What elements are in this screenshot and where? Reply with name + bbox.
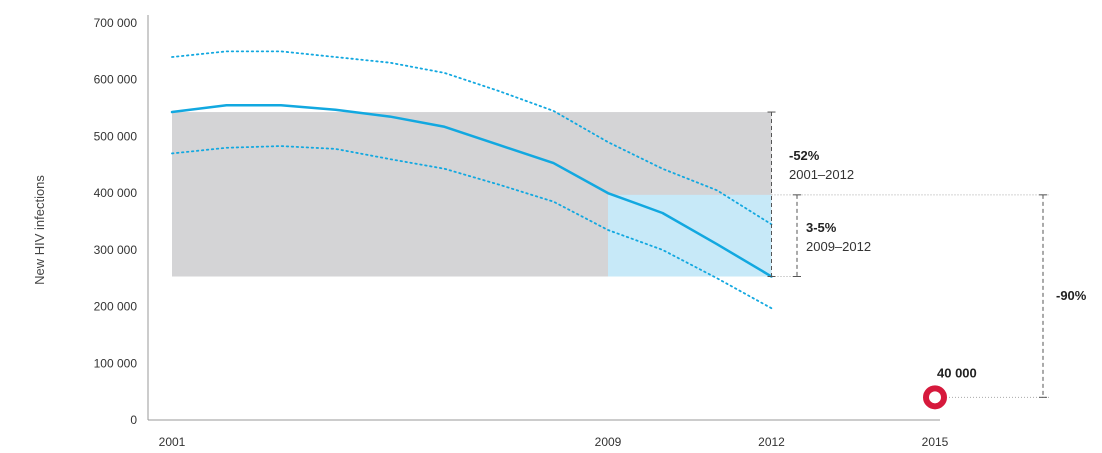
shaded-region-1 <box>608 194 772 277</box>
annotation-percent: -90% <box>1056 288 1087 303</box>
y-axis-label: New HIV infections <box>32 175 47 285</box>
axes <box>147 15 940 421</box>
annotations: -52% 2001–2012 3-5% 2009–2012 -90% <box>767 111 1087 398</box>
y-tick-label: 400 000 <box>94 186 138 200</box>
x-tick-label: 2015 <box>922 435 949 449</box>
target-2015-marker <box>923 385 947 410</box>
x-tick-label: 2001 <box>159 435 186 449</box>
y-tick-label: 0 <box>130 413 137 427</box>
y-tick-label: 300 000 <box>94 243 138 257</box>
target-marker: 40 000 <box>923 365 977 410</box>
series-bound-line-1 <box>171 50 773 226</box>
y-tick-label: 200 000 <box>94 300 138 314</box>
series-lines <box>170 50 773 310</box>
x-tick-label: 2012 <box>758 435 785 449</box>
y-tick-labels: 0 100 000 200 000 300 000 400 000 500 000 600 … <box>94 16 138 427</box>
x-tick-label: 2009 <box>595 435 622 449</box>
annotation-period: 2001–2012 <box>789 167 854 182</box>
annotation-period: 2009–2012 <box>806 239 871 254</box>
y-tick-label: 600 000 <box>94 73 138 87</box>
annotation-percent: 3-5% <box>806 220 837 235</box>
series-estimate-line <box>170 103 773 278</box>
shaded-regions <box>172 112 772 277</box>
y-tick-label: 700 000 <box>94 16 138 30</box>
series-bound-line-2 <box>171 145 773 310</box>
y-tick-label: 500 000 <box>94 129 138 143</box>
y-tick-label: 100 000 <box>94 356 138 370</box>
guide-lines <box>771 194 1050 398</box>
x-tick-labels: 2001 2009 2012 2015 <box>159 435 949 449</box>
annotation-percent: -52% <box>789 148 820 163</box>
target-2015-label: 40 000 <box>937 365 977 380</box>
